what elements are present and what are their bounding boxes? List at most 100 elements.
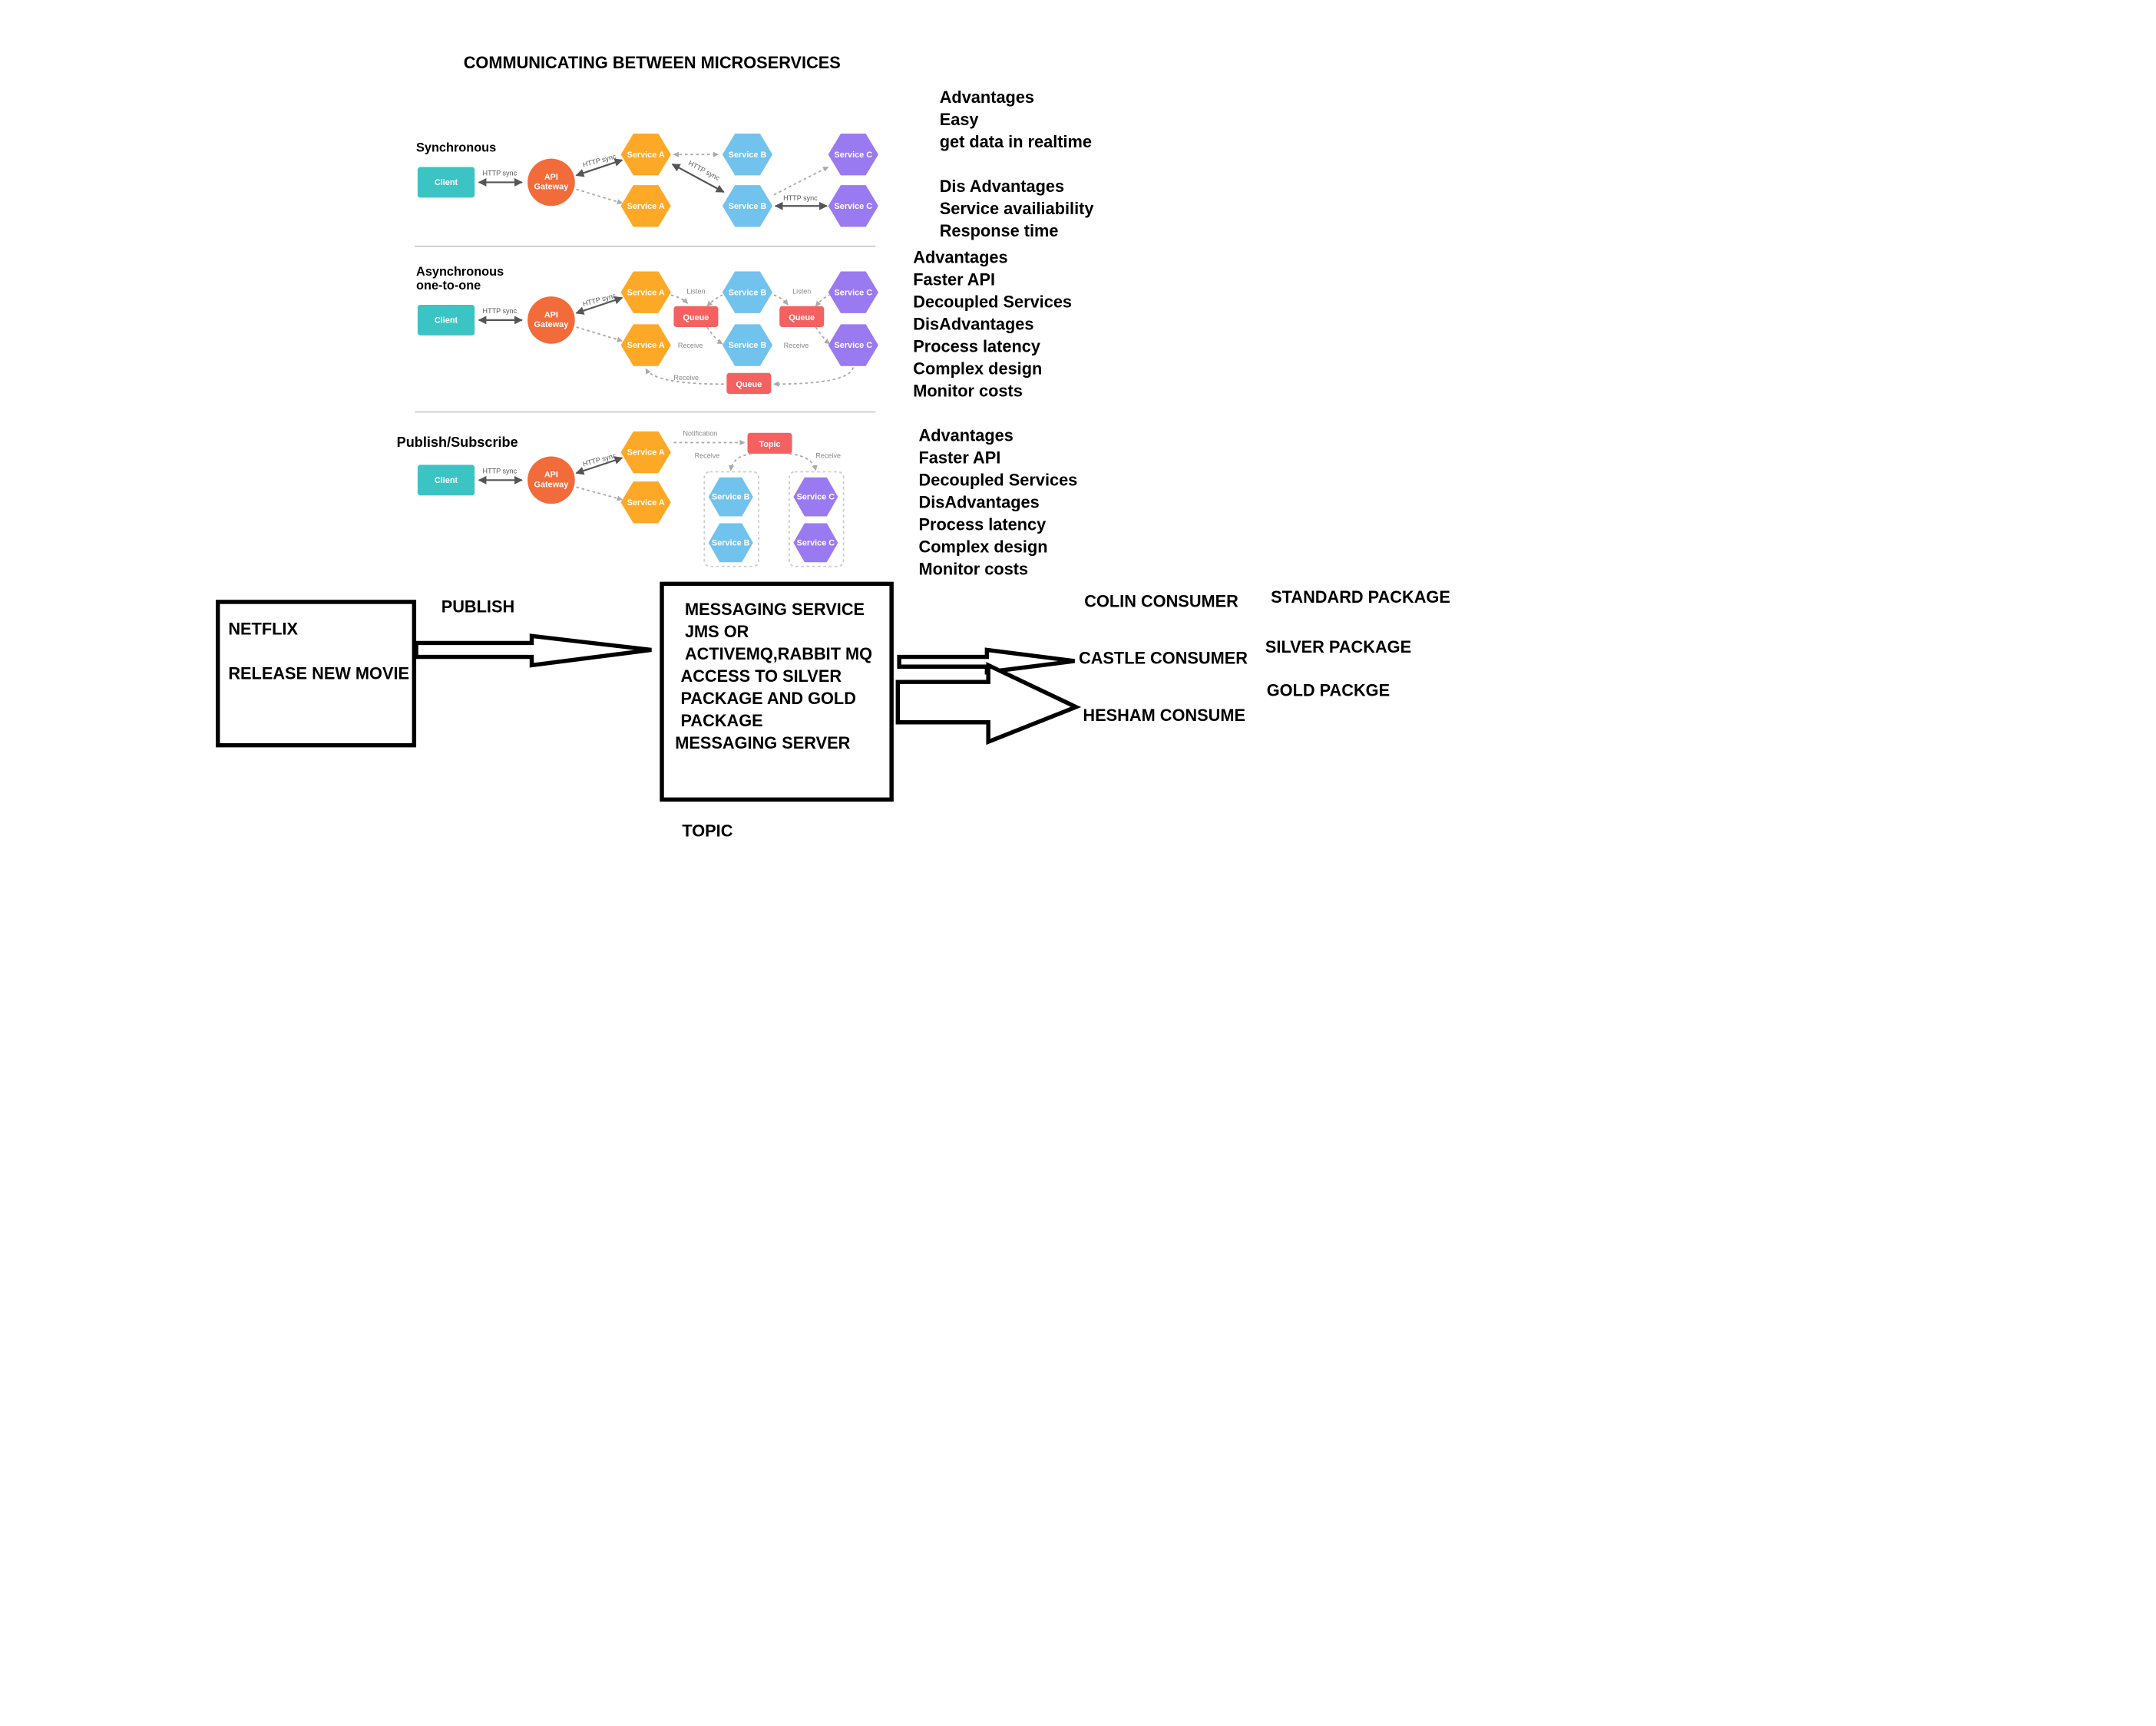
- svg-text:Service B: Service B: [712, 539, 750, 548]
- netflix-title: NETFLIX: [228, 619, 298, 639]
- svg-text:Service A: Service A: [627, 341, 665, 350]
- pubsub-service-c2-node: Service C: [793, 523, 838, 563]
- topic-label: TOPIC: [682, 821, 733, 841]
- edge-label-receive: Receive: [673, 374, 699, 382]
- microservices-diagram: Synchronous Asynchronous one-to-one Publ…: [397, 134, 1082, 746]
- pubsub-service-b-node: Service B: [708, 477, 753, 517]
- pubsub-api-gateway-node: API Gateway: [527, 456, 575, 504]
- async-advantage-item: Decoupled Services: [913, 292, 1073, 312]
- sync-service-b2-node: Service B: [722, 185, 773, 227]
- messaging-line: ACCESS TO SILVER: [680, 666, 842, 686]
- async-client-node: Client: [417, 304, 475, 336]
- async-service-b-node: Service B: [722, 271, 773, 313]
- svg-text:Service A: Service A: [627, 202, 665, 211]
- svg-text:API: API: [544, 310, 558, 319]
- async-queue-2: Queue: [779, 306, 825, 327]
- messaging-line: PACKAGE AND GOLD: [680, 689, 856, 709]
- sync-advantage-item: Easy: [939, 110, 979, 130]
- sync-service-c2-node: Service C: [828, 185, 878, 227]
- async-notes: Advantages Faster API Decoupled Services…: [913, 246, 1072, 402]
- edge-label-http-sync: HTTP sync: [483, 467, 518, 474]
- diagram-title: COMMUNICATING BETWEEN MICROSERVICES: [463, 52, 841, 73]
- messaging-line: MESSAGING SERVER: [675, 733, 851, 753]
- svg-text:Service C: Service C: [797, 539, 835, 548]
- package-silver: SILVER PACKAGE: [1265, 637, 1412, 657]
- sync-gateway-servicea-edge: [575, 158, 623, 177]
- messaging-line: JMS OR: [684, 622, 749, 642]
- pubsub-topic-groupc-edge: [789, 453, 818, 471]
- svg-text:Queue: Queue: [789, 313, 815, 322]
- edge-label-receive: Receive: [695, 451, 720, 459]
- async-queue-serviceb-receive-edge: [706, 326, 723, 345]
- async-service-a-node: Service A: [620, 271, 671, 313]
- async-queue-3: Queue: [726, 372, 772, 394]
- svg-text:Queue: Queue: [683, 313, 709, 322]
- pubsub-notes: Advantages Faster API Decoupled Services…: [919, 425, 1078, 580]
- async-serviceb-queue2-edge: [773, 294, 789, 306]
- svg-text:Service B: Service B: [712, 493, 750, 502]
- pubsub-service-a2-node: Service A: [620, 481, 671, 524]
- consumer-castle: CASTLE CONSUMER: [1078, 648, 1248, 669]
- async-disadvantage-item: Process latency: [913, 336, 1040, 357]
- pubsub-advantages-heading: Advantages: [918, 425, 1014, 446]
- pubsub-gateway-servicea-edge: [575, 456, 623, 475]
- edge-label-http-sync: HTTP sync: [483, 169, 518, 177]
- async-service-a2-node: Service A: [620, 324, 671, 366]
- edge-label-http-sync: HTTP sync: [783, 194, 818, 202]
- sync-service-a2-node: Service A: [620, 185, 671, 227]
- sync-disadvantage-item: Response time: [939, 221, 1059, 241]
- svg-text:Service B: Service B: [729, 288, 767, 297]
- svg-text:Client: Client: [435, 476, 458, 485]
- edge-label-http-sync: HTTP sync: [483, 307, 518, 315]
- pubsub-topic-groupb-edge: [728, 453, 752, 471]
- pubsub-client-node: Client: [417, 465, 475, 496]
- sync-api-gateway-node: API Gateway: [527, 158, 575, 207]
- sync-client-node: Client: [417, 167, 475, 198]
- svg-text:Gateway: Gateway: [534, 480, 569, 489]
- package-standard: STANDARD PACKAGE: [1271, 587, 1450, 607]
- edge-label-receive: Receive: [784, 342, 809, 349]
- async-servicea-queue-edge: [670, 294, 689, 304]
- section-label-one-to-one: one-to-one: [416, 279, 481, 293]
- edge-label-listen: Listen: [686, 287, 705, 295]
- async-service-c2-node: Service C: [828, 324, 878, 366]
- sync-service-a-node: Service A: [620, 134, 671, 176]
- consumer-colin: COLIN CONSUMER: [1084, 591, 1238, 611]
- sync-disadvantage-item: Service availiability: [939, 199, 1094, 219]
- svg-text:Service B: Service B: [729, 341, 767, 350]
- messaging-line: PACKAGE: [680, 711, 763, 731]
- async-api-gateway-node: API Gateway: [527, 296, 575, 344]
- section-label-asynchronous: Asynchronous: [416, 265, 504, 279]
- async-queue2-servicec-listen-edge: [815, 294, 830, 307]
- pubsub-service-a-node: Service A: [620, 431, 671, 474]
- edge-label-receive: Receive: [678, 342, 703, 349]
- consumer-hesham: HESHAM CONSUME: [1083, 705, 1245, 726]
- sync-advantages-heading: Advantages: [939, 88, 1035, 107]
- svg-text:Service A: Service A: [627, 448, 665, 458]
- svg-text:Service B: Service B: [729, 150, 767, 160]
- svg-text:Service C: Service C: [835, 341, 873, 350]
- svg-text:API: API: [544, 173, 558, 182]
- svg-text:Service C: Service C: [835, 202, 873, 211]
- sync-servicea-serviceb2-edge: [671, 163, 725, 193]
- hesham-consumer-arrow: [895, 662, 1082, 746]
- edge-label-receive: Receive: [815, 451, 841, 459]
- async-queue-1: Queue: [673, 306, 719, 327]
- edge-label-http-sync: HTTP sync: [582, 152, 617, 168]
- sync-disadvantages-heading: Dis Advantages: [939, 177, 1065, 197]
- svg-text:Service A: Service A: [627, 498, 665, 508]
- edge-label-notification: Notification: [683, 429, 718, 437]
- messaging-line: ACTIVEMQ,RABBIT MQ: [684, 644, 873, 664]
- pubsub-service-b2-node: Service B: [708, 523, 753, 563]
- section-label-publish-subscribe: Publish/Subscribe: [397, 435, 518, 450]
- async-disadvantage-item: Monitor costs: [913, 381, 1023, 402]
- svg-text:Service A: Service A: [627, 150, 665, 160]
- publish-arrow: [414, 633, 652, 668]
- castle-consumer-arrow: [897, 647, 1075, 675]
- async-servicec-queue3-edge: [773, 367, 855, 387]
- svg-text:Service A: Service A: [627, 288, 665, 297]
- section-label-synchronous: Synchronous: [416, 141, 496, 155]
- pubsub-disadvantages-heading: DisAdvantages: [918, 492, 1040, 513]
- svg-text:Gateway: Gateway: [534, 320, 569, 329]
